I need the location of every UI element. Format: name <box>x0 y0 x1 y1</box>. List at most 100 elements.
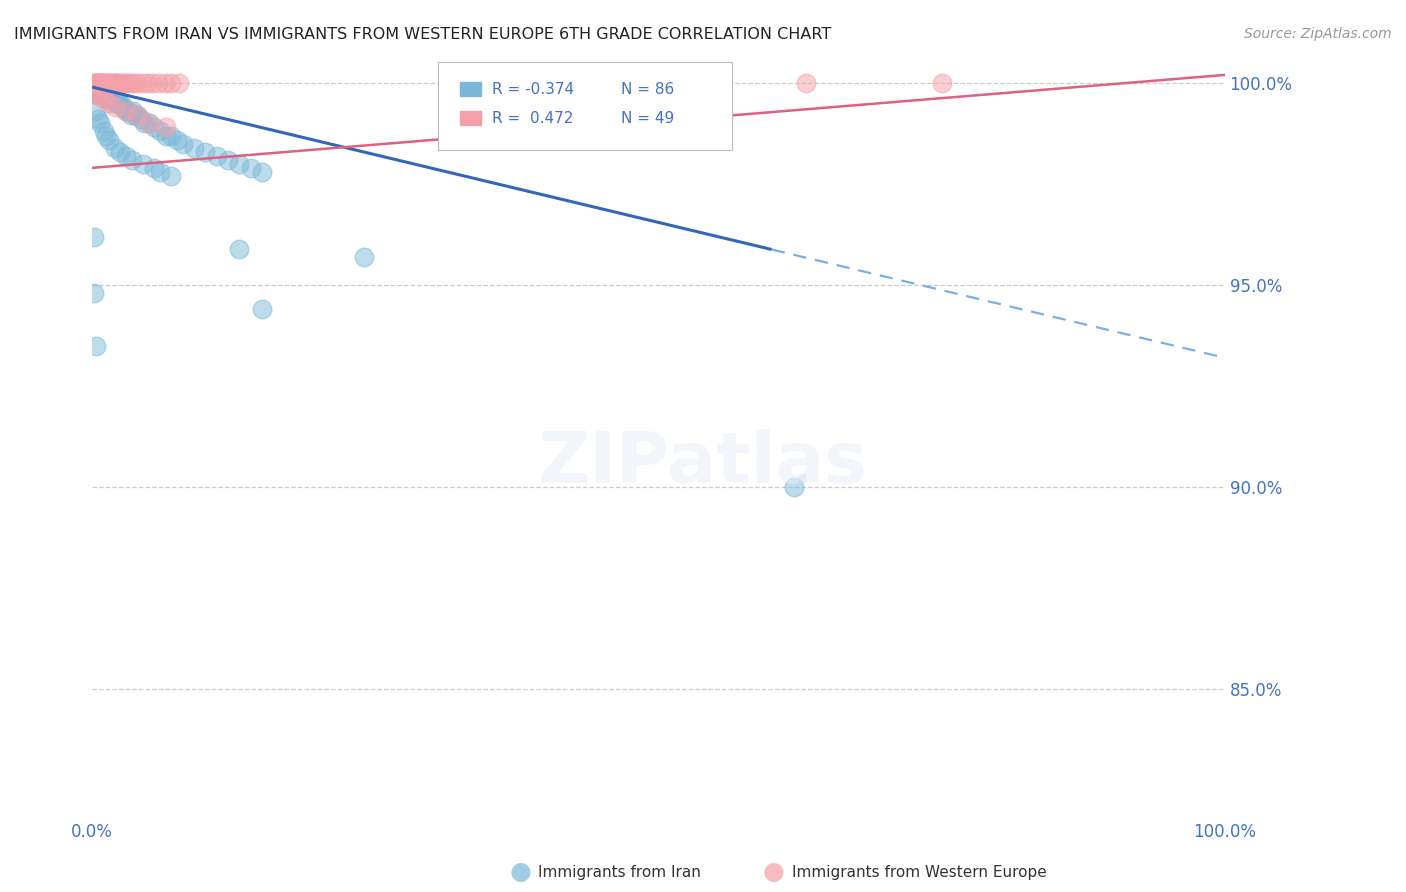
Point <box>112 100 135 114</box>
Point <box>104 92 127 106</box>
Point <box>111 100 134 114</box>
Point <box>127 108 149 122</box>
Point <box>87 76 110 90</box>
Point <box>98 88 121 103</box>
Point <box>98 132 121 146</box>
Point <box>160 169 183 183</box>
Point <box>86 76 108 90</box>
Point <box>250 302 273 317</box>
Point <box>160 128 183 143</box>
Point <box>110 96 132 111</box>
Point <box>217 153 239 167</box>
Point <box>115 149 138 163</box>
Point <box>97 88 120 103</box>
Point <box>84 80 107 95</box>
Point <box>160 76 183 90</box>
Point <box>89 80 111 95</box>
Point <box>121 153 143 167</box>
Text: IMMIGRANTS FROM IRAN VS IMMIGRANTS FROM WESTERN EUROPE 6TH GRADE CORRELATION CHA: IMMIGRANTS FROM IRAN VS IMMIGRANTS FROM … <box>14 27 831 42</box>
Point <box>104 76 127 90</box>
Point <box>138 116 160 130</box>
Point <box>103 76 125 90</box>
Point <box>112 76 135 90</box>
Point <box>118 76 141 90</box>
Point <box>117 104 139 119</box>
Point <box>86 80 108 95</box>
Point <box>108 76 131 90</box>
Point <box>96 84 118 98</box>
Point <box>90 76 112 90</box>
Point <box>127 108 149 122</box>
Point <box>931 76 953 90</box>
FancyBboxPatch shape <box>437 62 733 151</box>
Point <box>87 76 110 90</box>
Point <box>91 88 114 103</box>
Point <box>93 84 115 98</box>
Point <box>105 76 128 90</box>
Text: N = 86: N = 86 <box>621 81 675 96</box>
Point <box>104 100 127 114</box>
Point <box>91 76 114 90</box>
Point <box>98 84 121 98</box>
Point <box>100 88 122 103</box>
Text: ZIPatlas: ZIPatlas <box>538 429 868 499</box>
Point <box>87 84 110 98</box>
Point <box>87 88 110 103</box>
Text: R =  0.472: R = 0.472 <box>492 111 574 126</box>
Point <box>97 76 120 90</box>
Point <box>120 108 142 122</box>
Point <box>169 76 191 90</box>
Point <box>98 92 121 106</box>
Point <box>134 116 156 130</box>
Text: N = 49: N = 49 <box>621 111 675 126</box>
Bar <box>460 82 481 96</box>
Point <box>183 141 205 155</box>
Point <box>143 120 166 135</box>
Point <box>83 229 105 244</box>
Point <box>110 145 132 159</box>
Point <box>143 161 166 175</box>
Point <box>83 286 105 301</box>
Point <box>87 80 110 95</box>
Text: .: . <box>790 429 813 499</box>
Point <box>104 96 127 111</box>
Point <box>87 84 110 98</box>
Point <box>122 76 145 90</box>
Point <box>172 136 194 151</box>
Point <box>84 84 107 98</box>
Point <box>149 124 172 138</box>
Point <box>111 76 134 90</box>
Point <box>155 128 177 143</box>
Point <box>96 92 118 106</box>
Text: R = -0.374: R = -0.374 <box>492 81 574 96</box>
Point <box>166 132 188 146</box>
Point <box>87 112 110 127</box>
Point <box>129 112 152 127</box>
Point <box>90 80 112 95</box>
Point <box>107 96 129 111</box>
Text: ●: ● <box>509 861 531 884</box>
Point <box>149 165 172 179</box>
Point <box>93 84 115 98</box>
Point <box>146 76 169 90</box>
Point <box>93 80 115 95</box>
Point <box>84 104 107 119</box>
Point <box>84 339 107 353</box>
Point <box>94 88 117 103</box>
Point <box>194 145 217 159</box>
Point <box>84 76 107 90</box>
Point <box>100 76 122 90</box>
Point <box>239 161 262 175</box>
Point <box>132 157 155 171</box>
Point <box>87 88 110 103</box>
Point <box>89 116 111 130</box>
Text: Source: ZipAtlas.com: Source: ZipAtlas.com <box>1244 27 1392 41</box>
Text: Immigrants from Iran: Immigrants from Iran <box>538 865 702 880</box>
Point <box>135 76 157 90</box>
Point <box>98 96 121 111</box>
Point <box>228 157 250 171</box>
Point <box>94 76 117 90</box>
Point <box>250 165 273 179</box>
Point <box>122 104 145 119</box>
Point <box>93 76 115 90</box>
